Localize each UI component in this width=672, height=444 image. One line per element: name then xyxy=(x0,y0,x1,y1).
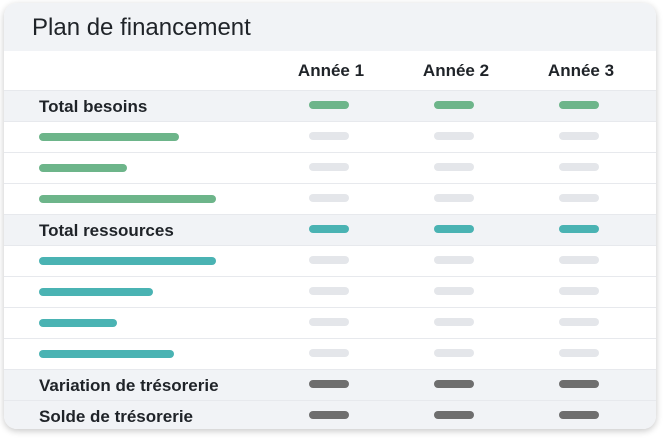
value-placeholder-year-1 xyxy=(309,163,349,171)
card-title: Plan de financement xyxy=(32,14,251,41)
table-row-total: Variation de trésorerie xyxy=(4,370,656,401)
column-header-year-2: Année 2 xyxy=(422,61,490,80)
table-row xyxy=(4,122,656,153)
row-label-placeholder-bar xyxy=(39,164,127,172)
value-placeholder-year-2 xyxy=(434,101,474,109)
value-placeholder-year-2 xyxy=(434,194,474,202)
value-placeholder-year-2 xyxy=(434,287,474,295)
value-placeholder-year-1 xyxy=(309,256,349,264)
table-row-total: Solde de trésorerie xyxy=(4,401,656,429)
value-placeholder-year-1 xyxy=(309,132,349,140)
column-header-year-1: Année 1 xyxy=(297,61,365,80)
column-header-year-3: Année 3 xyxy=(547,61,615,80)
row-label-placeholder-bar xyxy=(39,257,216,265)
value-placeholder-year-3 xyxy=(559,411,599,419)
value-placeholder-year-3 xyxy=(559,132,599,140)
value-placeholder-year-1 xyxy=(309,287,349,295)
row-label: Total besoins xyxy=(39,97,148,116)
row-label: Total ressources xyxy=(39,221,174,240)
value-placeholder-year-3 xyxy=(559,256,599,264)
table-row xyxy=(4,277,656,308)
table-row xyxy=(4,308,656,339)
row-label-placeholder-bar xyxy=(39,133,179,141)
value-placeholder-year-1 xyxy=(309,194,349,202)
value-placeholder-year-3 xyxy=(559,163,599,171)
value-placeholder-year-2 xyxy=(434,256,474,264)
value-placeholder-year-3 xyxy=(559,318,599,326)
value-placeholder-year-3 xyxy=(559,225,599,233)
value-placeholder-year-2 xyxy=(434,132,474,140)
value-placeholder-year-1 xyxy=(309,411,349,419)
value-placeholder-year-2 xyxy=(434,318,474,326)
row-label-placeholder-bar xyxy=(39,195,216,203)
value-placeholder-year-3 xyxy=(559,380,599,388)
row-label: Solde de trésorerie xyxy=(39,407,194,426)
value-placeholder-year-1 xyxy=(309,101,349,109)
value-placeholder-year-3 xyxy=(559,349,599,357)
card-header: Plan de financement xyxy=(4,3,656,51)
value-placeholder-year-3 xyxy=(559,194,599,202)
value-placeholder-year-2 xyxy=(434,163,474,171)
row-label-placeholder-bar xyxy=(39,319,117,327)
value-placeholder-year-1 xyxy=(309,318,349,326)
value-placeholder-year-1 xyxy=(309,380,349,388)
value-placeholder-year-2 xyxy=(434,349,474,357)
value-placeholder-year-2 xyxy=(434,225,474,233)
row-label: Variation de trésorerie xyxy=(39,376,219,395)
table-row xyxy=(4,153,656,184)
table-row xyxy=(4,184,656,215)
row-label-placeholder-bar xyxy=(39,350,174,358)
value-placeholder-year-2 xyxy=(434,411,474,419)
column-headers: Année 1 Année 2 Année 3 xyxy=(4,51,656,90)
table-row-total: Total ressources xyxy=(4,215,656,246)
value-placeholder-year-3 xyxy=(559,287,599,295)
table-row xyxy=(4,339,656,370)
value-placeholder-year-3 xyxy=(559,101,599,109)
value-placeholder-year-1 xyxy=(309,349,349,357)
table-row-total: Total besoins xyxy=(4,90,656,122)
value-placeholder-year-1 xyxy=(309,225,349,233)
row-label-placeholder-bar xyxy=(39,288,153,296)
table-body: Total besoins Total ressources Variation d… xyxy=(4,90,656,429)
financing-plan-card: Plan de financement Année 1 Année 2 Anné… xyxy=(4,3,656,429)
table-row xyxy=(4,246,656,277)
value-placeholder-year-2 xyxy=(434,380,474,388)
